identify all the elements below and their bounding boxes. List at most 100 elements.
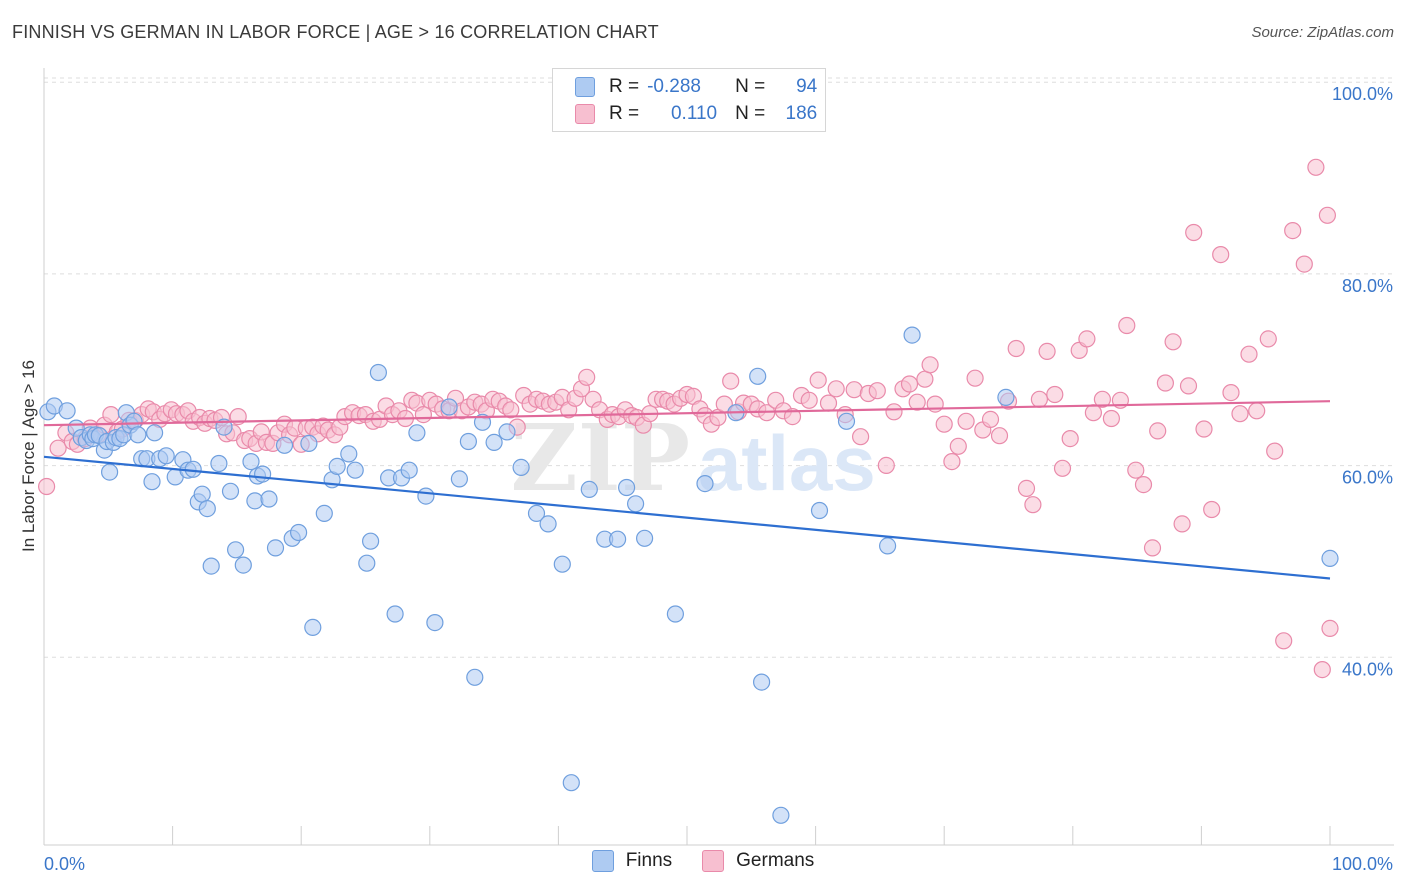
finns-point — [997, 388, 1015, 406]
germans-point — [1318, 206, 1337, 224]
finns-point — [580, 480, 598, 498]
germans-point — [37, 477, 56, 496]
finns-point — [400, 461, 418, 479]
finns-swatch — [575, 77, 595, 97]
finns-point — [242, 453, 260, 471]
finns-point — [539, 515, 557, 533]
finns-point — [129, 426, 147, 444]
germans-point — [949, 437, 967, 455]
finns-point — [300, 434, 318, 452]
finns-point — [100, 463, 119, 481]
finns-point — [198, 500, 216, 518]
germans-point — [1053, 459, 1072, 477]
germans-point — [1173, 515, 1191, 533]
germans-point — [49, 439, 67, 457]
finns-point — [340, 445, 358, 463]
chart-title: FINNISH VS GERMAN IN LABOR FORCE | AGE >… — [12, 22, 659, 42]
finns-point — [210, 454, 228, 473]
germans-point — [783, 408, 802, 426]
finns-trend-line — [43, 455, 1331, 580]
finns-point — [146, 424, 164, 442]
germans-point — [885, 403, 903, 421]
svg-text:atlas: atlas — [698, 419, 876, 507]
germans-point — [916, 370, 934, 388]
germans-point — [1149, 422, 1167, 440]
germans-n-label: N = — [735, 103, 766, 124]
germans-point — [1102, 409, 1121, 428]
finns-point — [315, 504, 333, 523]
germans-point — [102, 406, 120, 424]
finns-point — [440, 398, 458, 416]
germans-point — [845, 381, 863, 399]
germans-point — [1118, 316, 1136, 335]
germans-point — [981, 410, 1000, 428]
germans-point — [1061, 430, 1079, 448]
legend-item-finns[interactable]: Finns — [591, 850, 673, 872]
germans-point — [1017, 479, 1036, 497]
finns-point — [417, 487, 435, 505]
germans-legend-swatch — [702, 850, 725, 872]
finns-point — [227, 541, 245, 559]
germans-point — [1231, 405, 1249, 423]
germans-point — [1093, 390, 1112, 408]
germans-point — [1185, 223, 1203, 242]
finns-point — [752, 673, 771, 691]
germans-point — [1259, 330, 1277, 348]
y-axis-title: In Labor Force | Age > 16 — [19, 360, 38, 552]
germans-point — [1007, 339, 1025, 358]
y-tick-label: 100.0% — [1332, 84, 1393, 104]
finns-point — [450, 470, 468, 488]
finns-point — [553, 555, 571, 573]
finns-point — [608, 530, 627, 548]
finns-point — [837, 412, 856, 430]
germans-point — [1266, 442, 1284, 460]
finns-point — [290, 523, 308, 542]
germans-point — [921, 356, 939, 374]
germans-point — [1222, 384, 1240, 402]
finns-point — [304, 618, 322, 637]
finns-legend-label: Finns — [625, 850, 673, 871]
germans-point — [877, 456, 895, 474]
legend-row-germans: R = 0.110 N = 186 — [575, 101, 817, 127]
germans-point — [957, 412, 975, 430]
finns-point — [878, 537, 897, 555]
germans-legend-label: Germans — [736, 850, 815, 871]
tick-labels: 40.0% 60.0% 80.0% 100.0% 0.0% 100.0% — [44, 84, 1393, 874]
germans-point — [1164, 333, 1182, 351]
germans-point — [1038, 342, 1056, 360]
finns-point — [157, 447, 175, 465]
finns-point — [408, 424, 426, 442]
finns-point — [58, 402, 76, 420]
germans-point — [1248, 402, 1266, 420]
x-tick-label: 0.0% — [44, 854, 85, 874]
germans-series — [37, 158, 1339, 679]
germans-point — [1195, 420, 1213, 438]
germans-swatch — [575, 104, 595, 124]
germans-point — [1313, 660, 1331, 679]
finns-point — [527, 504, 546, 523]
finns-point — [362, 532, 380, 550]
germans-point — [414, 406, 432, 424]
finns-point — [749, 367, 767, 385]
finns-point — [426, 613, 444, 632]
finns-r-label: R = — [609, 76, 640, 97]
germans-point — [827, 380, 845, 398]
germans-point — [1127, 461, 1145, 479]
finns-n-value: 94 — [796, 76, 818, 97]
finns-point — [221, 482, 240, 500]
germans-point — [1203, 500, 1221, 519]
germans-point — [1275, 632, 1293, 650]
finns-point — [275, 436, 294, 454]
germans-point — [1307, 158, 1325, 176]
finns-point — [903, 326, 921, 344]
legend-item-germans[interactable]: Germans — [702, 850, 814, 872]
finns-point — [215, 418, 233, 436]
series-legend: Finns Germans — [0, 850, 1406, 872]
axes — [43, 68, 1394, 846]
germans-point — [1240, 345, 1258, 363]
finns-point — [617, 478, 636, 497]
finns-point — [346, 461, 364, 479]
germans-n-value: 186 — [785, 103, 818, 124]
finns-point — [485, 433, 503, 451]
